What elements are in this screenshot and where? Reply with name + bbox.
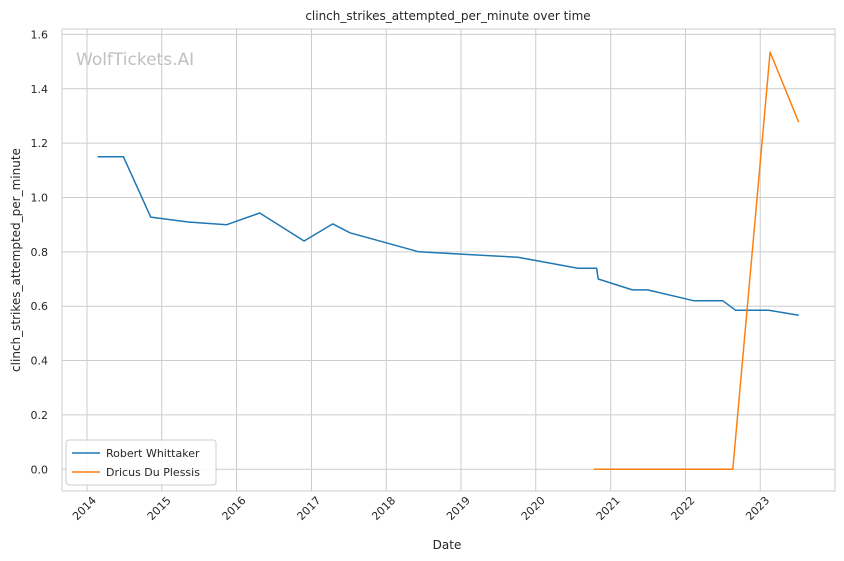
legend-label-whittaker: Robert Whittaker (106, 447, 200, 460)
series-lines (97, 51, 800, 471)
series-line-1 (593, 51, 800, 471)
x-tick-label: 2019 (444, 494, 473, 523)
x-tick-label: 2020 (519, 494, 548, 523)
x-tick-label: 2023 (743, 494, 772, 523)
y-tick-label: 0.8 (31, 246, 49, 259)
chart-title: clinch_strikes_attempted_per_minute over… (305, 9, 590, 23)
y-tick-label: 1.6 (31, 28, 49, 41)
x-tick-label: 2022 (669, 494, 698, 523)
watermark: WolfTickets.AI (76, 50, 194, 70)
y-tick-label: 1.0 (31, 191, 49, 204)
y-tick-label: 1.2 (31, 137, 49, 150)
legend-label-duplessis: Dricus Du Plessis (106, 466, 200, 479)
legend-box (65, 439, 217, 486)
x-tick-label: 2021 (594, 494, 623, 523)
plot-area (61, 28, 836, 492)
y-tick-label: 0.4 (31, 355, 49, 368)
y-tick-label: 0.0 (31, 463, 49, 476)
x-tick-label: 2018 (369, 494, 398, 523)
y-tick-label: 0.2 (31, 409, 49, 422)
y-axis-label: clinch_strikes_attempted_per_minute (9, 148, 23, 372)
x-tick-label: 2016 (220, 494, 249, 523)
x-tick-label: 2017 (295, 494, 324, 523)
x-tick-label: 2015 (145, 494, 174, 523)
series-line-0 (97, 155, 799, 316)
x-tick-label: 2014 (70, 494, 99, 523)
x-axis-ticks: 2014 2015 2016 2017 2018 2019 2020 2021 2022 2023 (70, 494, 772, 523)
legend: Robert Whittaker Dricus Du Plessis (65, 439, 217, 486)
x-axis-label: Date (433, 538, 462, 552)
y-tick-label: 1.4 (31, 83, 49, 96)
y-axis-ticks: 0.0 0.2 0.4 0.6 0.8 1.0 1.2 1.4 1.6 (31, 28, 49, 476)
y-tick-label: 0.6 (31, 300, 49, 313)
